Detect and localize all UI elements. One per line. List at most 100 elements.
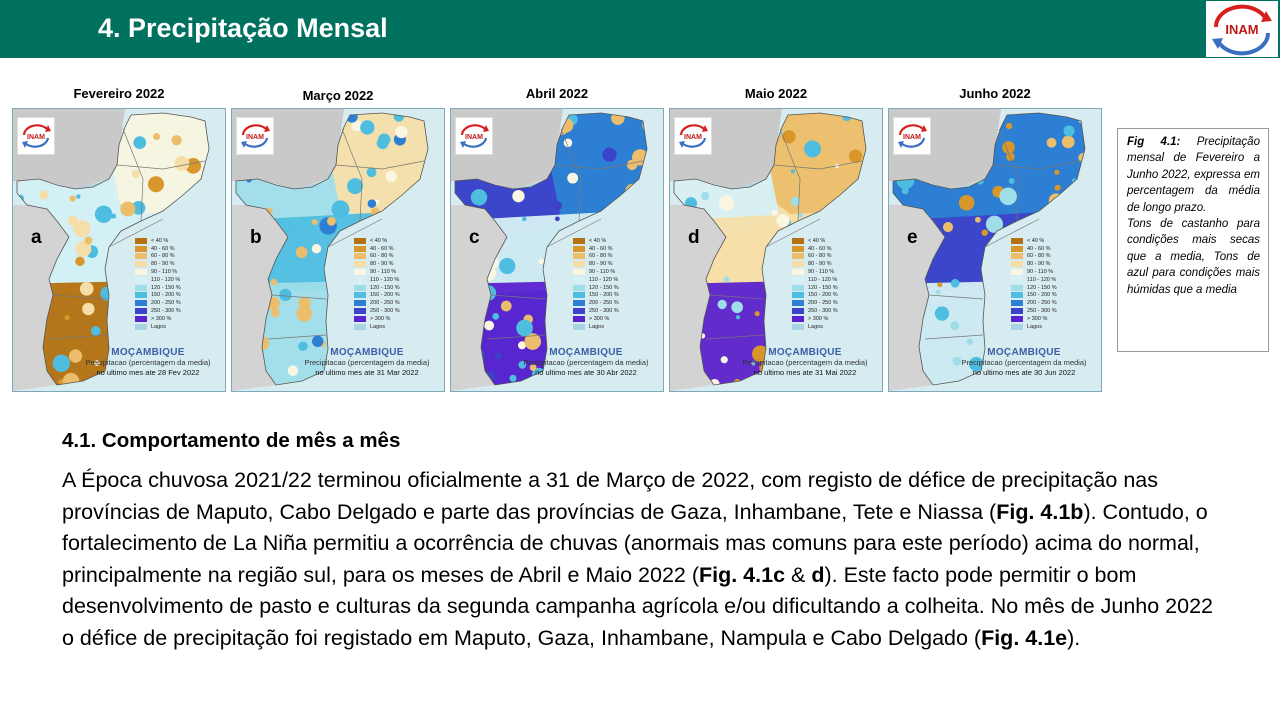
legend-label: > 300 % bbox=[808, 315, 829, 322]
legend-label: Lagos bbox=[589, 323, 604, 330]
legend-item: 60 - 80 % bbox=[573, 253, 653, 261]
legend-item: 80 - 90 % bbox=[573, 260, 653, 268]
legend-swatch bbox=[135, 269, 147, 276]
map-date-line: no ultimo mes ate 31 Mai 2022 bbox=[753, 368, 857, 377]
legend-swatch bbox=[135, 245, 147, 252]
legend-label: Lagos bbox=[370, 323, 385, 330]
legend-swatch bbox=[792, 276, 804, 283]
legend-label: 110 - 120 % bbox=[589, 276, 619, 283]
legend-item: Lagos bbox=[135, 323, 215, 331]
body-paragraph: A Época chuvosa 2021/22 terminou oficial… bbox=[62, 465, 1222, 654]
figure-reference: Fig. 4.1c bbox=[699, 562, 786, 587]
legend-label: 40 - 60 % bbox=[1027, 245, 1051, 252]
mozambique-map bbox=[232, 109, 429, 391]
legend-item: 120 - 150 % bbox=[573, 284, 653, 292]
legend-swatch bbox=[573, 284, 585, 291]
legend-item: 110 - 120 % bbox=[792, 276, 872, 284]
legend-swatch bbox=[573, 308, 585, 315]
legend-item: 110 - 120 % bbox=[135, 276, 215, 284]
legend-swatch bbox=[792, 269, 804, 276]
legend-swatch bbox=[354, 269, 366, 276]
precipitation-map-panel: INAM d < 40 % 40 - 60 % 60 - 80 % 80 - 90 % 90… bbox=[669, 108, 883, 392]
legend-item: > 300 % bbox=[354, 315, 434, 323]
legend-swatch bbox=[1011, 237, 1023, 244]
legend-swatch bbox=[1011, 292, 1023, 299]
legend-swatch bbox=[792, 284, 804, 291]
legend-swatch bbox=[1011, 323, 1023, 330]
precipitation-map-panel: INAM b < 40 % 40 - 60 % 60 - 80 % 80 - 90 % 90… bbox=[231, 108, 445, 392]
legend-swatch bbox=[135, 253, 147, 260]
map-caption: MOÇAMBIQUE Precipitacao (percentagem da m… bbox=[730, 347, 880, 379]
legend-item: > 300 % bbox=[135, 315, 215, 323]
map-legend: < 40 % 40 - 60 % 60 - 80 % 80 - 90 % 90 - 11… bbox=[573, 237, 653, 331]
legend-item: Lagos bbox=[354, 323, 434, 331]
map-legend: < 40 % 40 - 60 % 60 - 80 % 80 - 90 % 90 - 11… bbox=[354, 237, 434, 331]
map-country-label: MOÇAMBIQUE bbox=[768, 347, 842, 358]
figure-blue-note: Tons de azul para condições mais húmidas… bbox=[1127, 250, 1260, 296]
legend-label: 250 - 300 % bbox=[1027, 308, 1057, 315]
legend-item: 40 - 60 % bbox=[135, 245, 215, 253]
legend-swatch bbox=[573, 300, 585, 307]
legend-item: 120 - 150 % bbox=[135, 284, 215, 292]
legend-swatch bbox=[135, 315, 147, 322]
legend-label: 110 - 120 % bbox=[1027, 276, 1057, 283]
map-subtitle: Precipitacao (percentagem da media) bbox=[523, 358, 649, 367]
legend-swatch bbox=[354, 237, 366, 244]
inam-mini-logo-icon: INAM bbox=[898, 124, 927, 148]
inam-mini-logo: INAM bbox=[455, 117, 493, 155]
legend-item: 150 - 200 % bbox=[573, 292, 653, 300]
inam-mini-logo: INAM bbox=[893, 117, 931, 155]
legend-item: 80 - 90 % bbox=[792, 260, 872, 268]
legend-item: 80 - 90 % bbox=[354, 260, 434, 268]
legend-item: 90 - 110 % bbox=[354, 268, 434, 276]
inam-mini-logo-icon: INAM bbox=[679, 124, 708, 148]
figure-reference: Fig. 4.1e bbox=[981, 625, 1068, 650]
inam-mini-logo-icon: INAM bbox=[460, 124, 489, 148]
legend-item: 120 - 150 % bbox=[1011, 284, 1091, 292]
legend-label: 60 - 80 % bbox=[589, 253, 613, 260]
svg-text:INAM: INAM bbox=[684, 134, 702, 141]
legend-item: 200 - 250 % bbox=[792, 299, 872, 307]
legend-label: 250 - 300 % bbox=[151, 308, 181, 315]
legend-swatch bbox=[135, 284, 147, 291]
legend-label: 250 - 300 % bbox=[370, 308, 400, 315]
legend-swatch bbox=[792, 253, 804, 260]
figure-reference: Fig. 4.1b bbox=[996, 499, 1084, 524]
legend-swatch bbox=[354, 284, 366, 291]
precipitation-maps: Fevereiro 2022 INAM a < 40 % 40 - 60 % 60 - 8… bbox=[0, 84, 1110, 394]
legend-item: Lagos bbox=[1011, 323, 1091, 331]
legend-label: 150 - 200 % bbox=[151, 292, 181, 299]
legend-item: 80 - 90 % bbox=[135, 260, 215, 268]
legend-label: 120 - 150 % bbox=[808, 284, 838, 291]
legend-swatch bbox=[1011, 308, 1023, 315]
legend-label: 200 - 250 % bbox=[370, 300, 400, 307]
legend-swatch bbox=[792, 308, 804, 315]
legend-swatch bbox=[573, 292, 585, 299]
legend-swatch bbox=[354, 276, 366, 283]
svg-text:INAM: INAM bbox=[246, 134, 264, 141]
legend-swatch bbox=[573, 237, 585, 244]
map-title: Junho 2022 bbox=[959, 86, 1031, 101]
legend-item: 40 - 60 % bbox=[573, 245, 653, 253]
map-caption: MOÇAMBIQUE Precipitacao (percentagem da m… bbox=[73, 347, 223, 379]
legend-label: > 300 % bbox=[1027, 315, 1048, 322]
legend-swatch bbox=[354, 261, 366, 268]
figure-label: Fig 4.1: bbox=[1127, 136, 1181, 148]
map-caption: MOÇAMBIQUE Precipitacao (percentagem da m… bbox=[511, 347, 661, 379]
legend-swatch bbox=[1011, 245, 1023, 252]
legend-item: 110 - 120 % bbox=[573, 276, 653, 284]
svg-text:INAM: INAM bbox=[27, 134, 45, 141]
legend-swatch bbox=[792, 300, 804, 307]
legend-swatch bbox=[354, 323, 366, 330]
figure-reference: d bbox=[811, 562, 825, 587]
legend-label: 110 - 120 % bbox=[808, 276, 838, 283]
legend-label: Lagos bbox=[151, 323, 166, 330]
legend-label: 150 - 200 % bbox=[370, 292, 400, 299]
legend-item: 90 - 110 % bbox=[573, 268, 653, 276]
section-title: 4.1. Comportamento de mês a mês bbox=[62, 429, 401, 452]
legend-item: < 40 % bbox=[573, 237, 653, 245]
map-country-label: MOÇAMBIQUE bbox=[549, 347, 623, 358]
legend-label: > 300 % bbox=[370, 315, 391, 322]
legend-label: 40 - 60 % bbox=[808, 245, 832, 252]
legend-swatch bbox=[354, 315, 366, 322]
